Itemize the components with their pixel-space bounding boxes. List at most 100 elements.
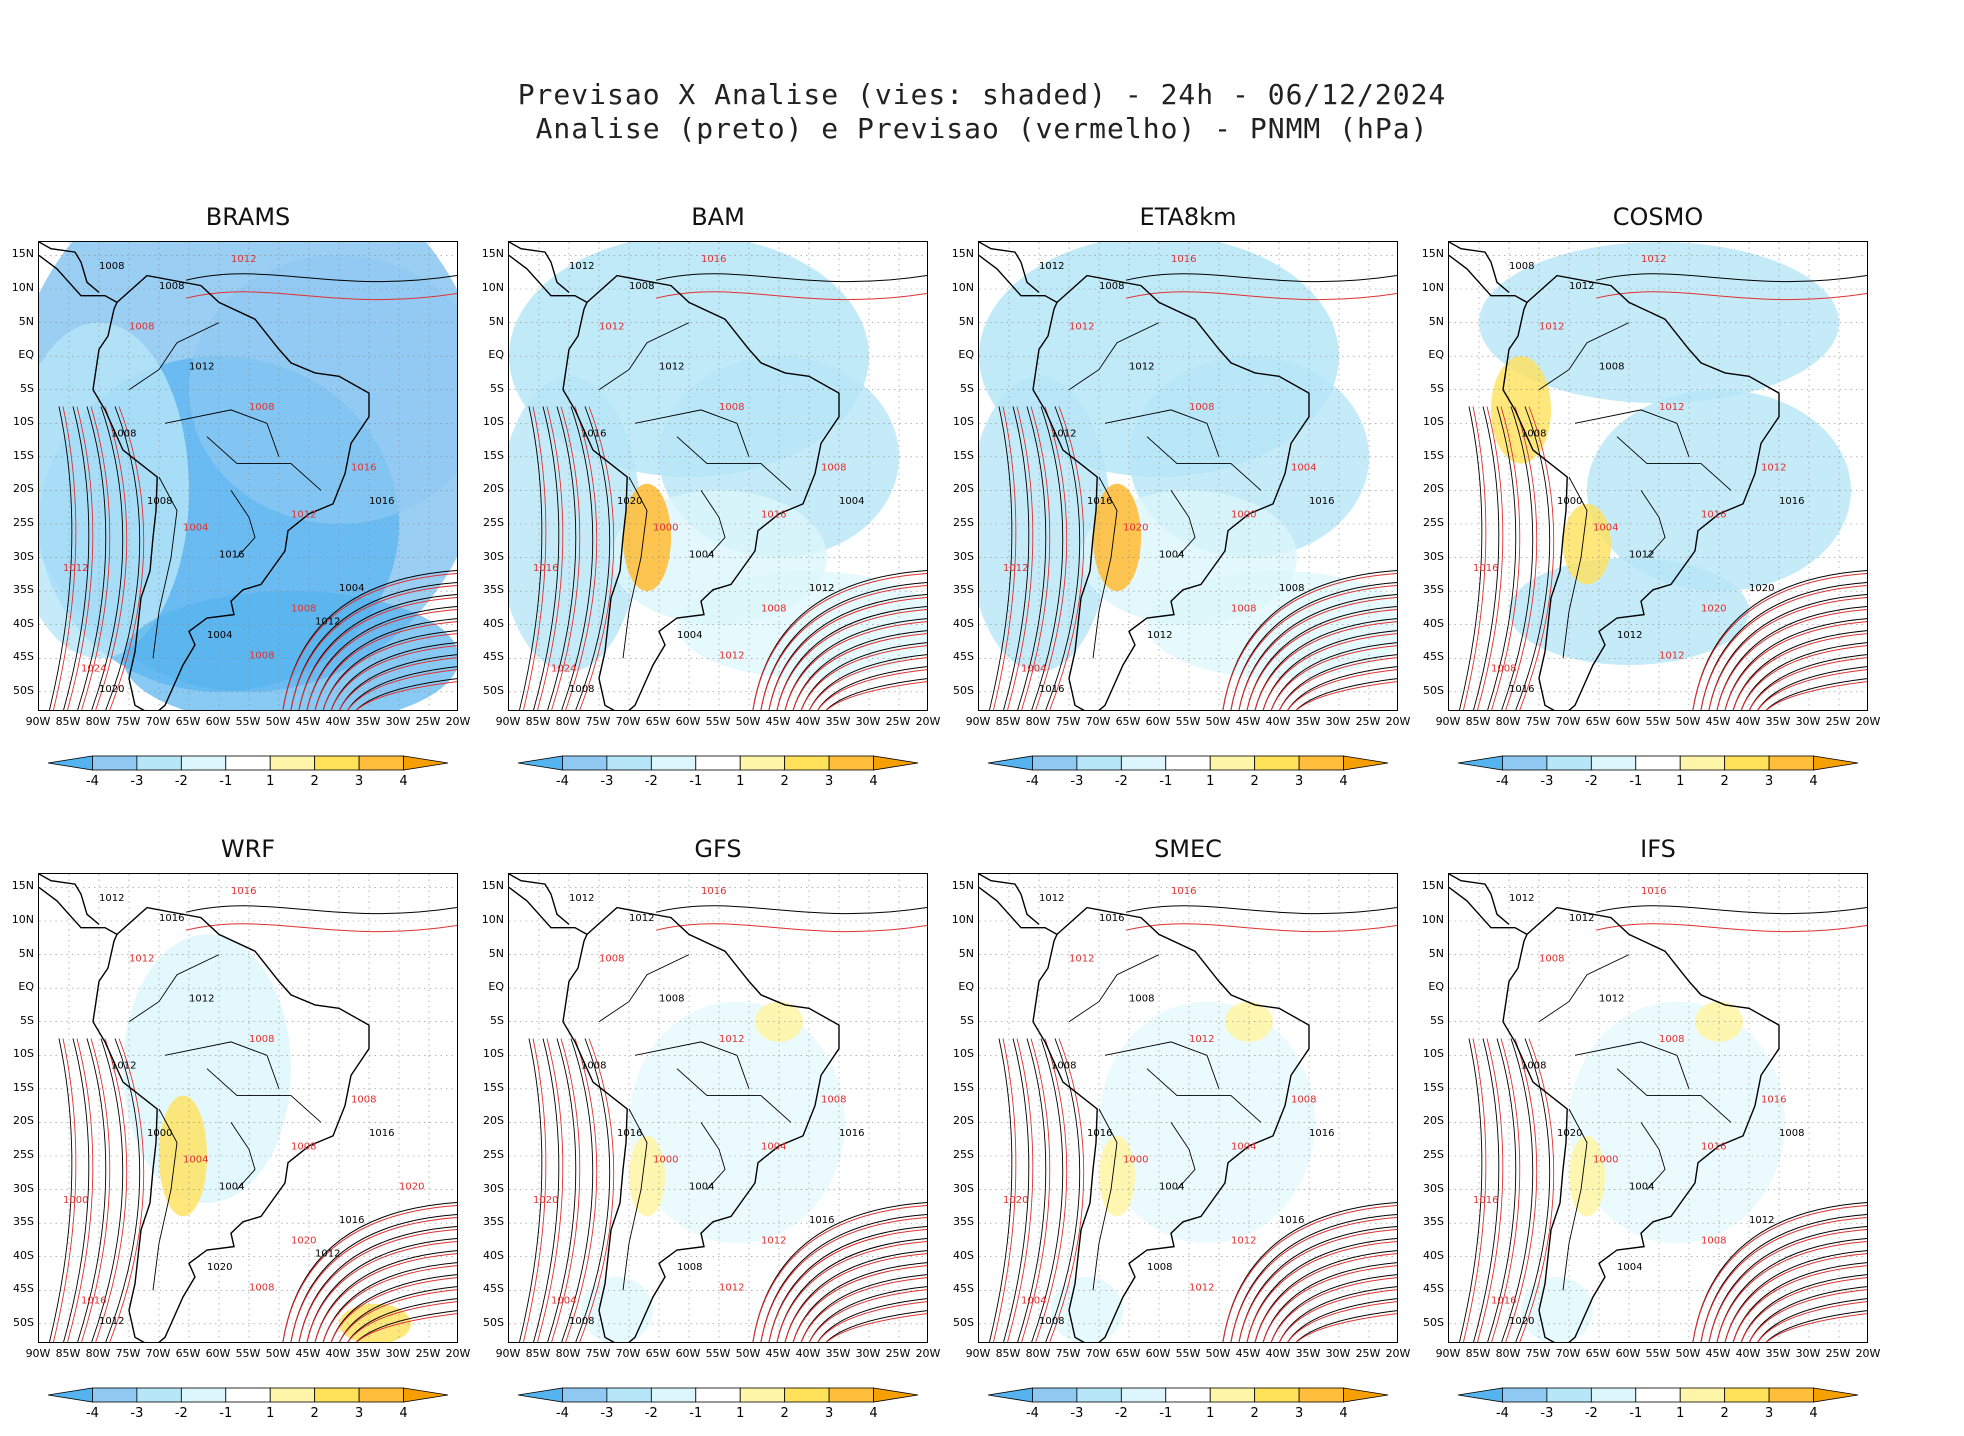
colorbar-segment bbox=[403, 1387, 449, 1403]
isobar-label: 1012 bbox=[599, 321, 624, 332]
colorbar-label: -4 bbox=[1495, 1406, 1509, 1421]
forecast-isobar bbox=[1716, 609, 1867, 710]
isobar-label: 1008 bbox=[629, 281, 654, 292]
lat-tick-label: 15S bbox=[953, 1080, 974, 1094]
colorbar-label: 1 bbox=[1676, 774, 1685, 789]
forecast-isobar bbox=[1595, 923, 1867, 933]
colorbar-segment bbox=[136, 755, 182, 771]
analysis-isobar bbox=[1125, 905, 1397, 915]
lat-tick-label: 15N bbox=[481, 879, 504, 893]
lat-tick-label: 50S bbox=[13, 1315, 34, 1329]
analysis-isobar bbox=[77, 406, 107, 710]
isobar-label: 1020 bbox=[1749, 583, 1774, 594]
forecast-isobar bbox=[1692, 1205, 1867, 1342]
isobar-label: 1008 bbox=[1539, 953, 1564, 964]
isobar-label: 1008 bbox=[129, 321, 154, 332]
isobar-label: 1020 bbox=[1123, 523, 1148, 534]
isobar-label: 1012 bbox=[719, 1282, 744, 1293]
colorbar-label: 4 bbox=[869, 1406, 878, 1421]
isobar-label: 1012 bbox=[315, 1249, 340, 1260]
lon-tick-label: 25W bbox=[1825, 715, 1851, 728]
lon-tick-label: 90W bbox=[1435, 1347, 1461, 1360]
lon-tick-label: 55W bbox=[705, 1347, 731, 1360]
coastline bbox=[979, 886, 1058, 936]
colorbar-label: 4 bbox=[1809, 774, 1818, 789]
colorbar-label: -4 bbox=[555, 1406, 569, 1421]
isobar-label: 1016 bbox=[1761, 1094, 1786, 1105]
isobar-label: 1016 bbox=[231, 886, 256, 897]
forecast-isobar bbox=[817, 1301, 927, 1342]
colorbar-segment bbox=[1813, 755, 1859, 771]
lat-tick-label: 45S bbox=[13, 1282, 34, 1296]
forecast-isobar bbox=[1477, 1038, 1504, 1342]
lon-tick-label: 65W bbox=[1585, 1347, 1611, 1360]
forecast-isobar bbox=[1049, 406, 1085, 710]
lat-tick-label: 45S bbox=[953, 1282, 974, 1296]
lat-tick-label: 5S bbox=[490, 1013, 504, 1027]
isobar-label: 1016 bbox=[339, 1215, 364, 1226]
colorbar-label: 1 bbox=[266, 774, 275, 789]
lat-tick-label: 10S bbox=[13, 415, 34, 429]
colorbar-segment bbox=[1165, 1387, 1211, 1403]
lon-tick-label: 30W bbox=[1325, 715, 1351, 728]
coastline bbox=[1502, 274, 1780, 710]
forecast-isobar bbox=[1716, 1241, 1867, 1342]
coastline bbox=[39, 886, 118, 936]
lon-tick-label: 50W bbox=[1205, 1347, 1231, 1360]
forecast-isobar bbox=[95, 406, 128, 710]
lat-tick-label: 40S bbox=[483, 1248, 504, 1262]
lon-tick-label: 25W bbox=[415, 1347, 441, 1360]
lat-tick-label: 30S bbox=[483, 549, 504, 563]
lon-tick-label: 35W bbox=[355, 715, 381, 728]
forecast-isobar bbox=[81, 1038, 111, 1342]
analysis-isobar bbox=[1270, 1274, 1397, 1342]
colorbar-segment bbox=[92, 755, 138, 771]
isobar-label: 1016 bbox=[701, 886, 726, 897]
isobar-label: 1008 bbox=[599, 953, 624, 964]
isobar-label: 1012 bbox=[1003, 563, 1028, 574]
isobar-label: 1016 bbox=[1473, 563, 1498, 574]
isobar-label: 1008 bbox=[1521, 1061, 1546, 1072]
lat-tick-label: 40S bbox=[13, 616, 34, 630]
analysis-isobar bbox=[1473, 1038, 1500, 1342]
country-border bbox=[206, 1068, 322, 1123]
bias-shading bbox=[189, 255, 457, 524]
map-area: 1012 1016 1016 1012 1008 1012 1008 1008 1016 1004… bbox=[978, 873, 1398, 1343]
colorbar-label: 3 bbox=[354, 1406, 364, 1421]
bias-shading bbox=[1147, 571, 1397, 679]
isobar-label: 1016 bbox=[1099, 913, 1124, 924]
lat-tick-label: 10N bbox=[1421, 281, 1444, 294]
forecast-isobar bbox=[551, 1038, 581, 1342]
lat-tick-label: 35S bbox=[953, 583, 974, 597]
lat-tick-label: 30S bbox=[953, 549, 974, 563]
colorbar bbox=[518, 755, 919, 771]
colorbar-label: -2 bbox=[174, 1406, 188, 1421]
lat-tick-label: 20S bbox=[13, 1114, 34, 1128]
colorbar-segment bbox=[1254, 1387, 1300, 1403]
forecast-isobar bbox=[1287, 1301, 1397, 1342]
analysis-isobar bbox=[1254, 1250, 1397, 1342]
isobar-label: 1016 bbox=[1087, 496, 1112, 507]
bias-shading bbox=[123, 591, 457, 710]
country-border bbox=[1170, 1122, 1196, 1190]
lat-tick-label: 25S bbox=[953, 516, 974, 529]
forecast-isobar bbox=[356, 681, 457, 710]
bias-shading bbox=[629, 1001, 845, 1244]
forecast-isobar bbox=[290, 1217, 457, 1342]
lat-tick-label: 15S bbox=[13, 1080, 34, 1094]
coastline bbox=[562, 906, 840, 1342]
colorbar-segment bbox=[1165, 755, 1211, 771]
isobar-label: 1008 bbox=[291, 603, 316, 614]
lat-tick-label: 40S bbox=[953, 616, 974, 630]
colorbar-segment bbox=[48, 755, 93, 771]
analysis-isobar bbox=[63, 406, 90, 710]
colorbar-label: 3 bbox=[824, 1406, 834, 1421]
isobar-label: 1016 bbox=[369, 496, 394, 507]
isobar-label: 1012 bbox=[129, 953, 154, 964]
lon-tick-label: 80W bbox=[1495, 715, 1521, 728]
colorbar-segment bbox=[695, 1387, 741, 1403]
analysis-isobar bbox=[533, 406, 560, 710]
lon-tick-label: 60W bbox=[1615, 1347, 1641, 1360]
lat-tick-label: 40S bbox=[483, 616, 504, 630]
isobar-label: 1004 bbox=[689, 550, 714, 561]
